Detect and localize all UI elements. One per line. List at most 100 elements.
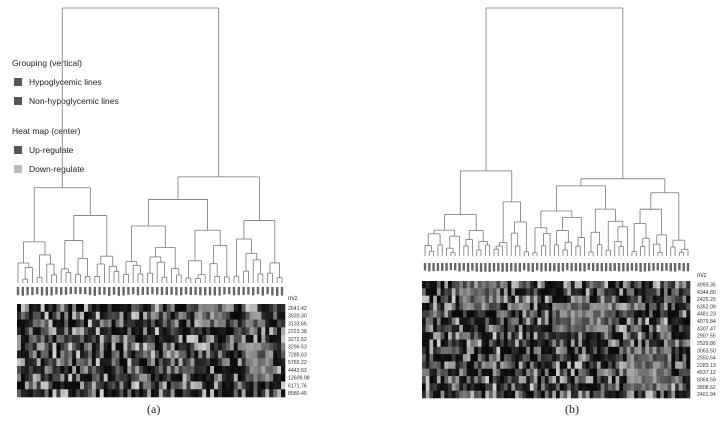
heatmap-cell	[589, 310, 594, 318]
heatmap-cell	[261, 335, 266, 344]
heatmap-cell	[507, 332, 512, 340]
heatmap-cell	[190, 311, 195, 320]
heatmap-cell	[202, 304, 207, 313]
heatmap-cell	[186, 304, 191, 313]
heatmap-cell	[249, 389, 254, 398]
heatmap-cell	[143, 319, 148, 328]
sample-label	[50, 287, 53, 296]
heatmap-cell	[131, 304, 136, 313]
heatmap-cell	[678, 324, 683, 333]
heatmap-cell	[95, 381, 101, 390]
heatmap-cell	[522, 390, 527, 399]
heatmap-cell	[269, 342, 274, 351]
sample-label	[686, 263, 690, 272]
heatmap-cell	[182, 304, 187, 313]
heatmap-cell	[578, 376, 583, 384]
heatmap-cell	[675, 383, 680, 391]
heatmap-cell	[28, 366, 34, 375]
heatmap-cell	[641, 310, 646, 318]
heatmap-cell	[241, 335, 246, 344]
heatmap-cell	[582, 346, 587, 355]
heatmap-cell	[671, 281, 676, 289]
heatmap-cell	[64, 381, 69, 390]
heatmap-cell	[174, 335, 179, 344]
heatmap-cell	[522, 346, 527, 355]
heatmap-cell	[593, 361, 598, 370]
heatmap-cell	[429, 383, 434, 391]
heatmap-cell	[645, 390, 650, 399]
heatmap-cell	[221, 335, 227, 344]
heatmap-cell	[20, 311, 26, 320]
heatmap-cell	[578, 368, 583, 377]
heatmap-cell	[158, 327, 164, 336]
heatmap-cell	[111, 358, 116, 367]
heatmap-cell	[87, 311, 93, 320]
heatmap-cell	[462, 317, 467, 326]
heatmap-cell	[253, 304, 258, 313]
heatmap-cell	[214, 319, 219, 328]
heatmap-cell	[68, 335, 73, 344]
heatmap-cell	[166, 304, 172, 313]
heatmap-cell	[166, 311, 172, 320]
heatmap-cell	[436, 339, 441, 348]
heatmap-cell	[425, 339, 430, 348]
heatmap-cell	[619, 390, 624, 399]
heatmap-cell	[451, 354, 456, 362]
heatmap-cell	[225, 304, 231, 313]
heatmap-cell	[477, 302, 482, 311]
heatmap-cell	[537, 354, 542, 362]
heatmap-cell	[433, 368, 438, 377]
heatmap-cell	[637, 361, 642, 370]
heatmap-cell	[529, 281, 534, 289]
heatmap-cell	[481, 332, 486, 340]
heatmap-cell	[237, 319, 242, 328]
heatmap-cell	[559, 332, 564, 340]
sample-label	[112, 287, 116, 295]
heatmap-cell	[111, 373, 116, 382]
caption-b: (b)	[565, 402, 579, 416]
heatmap-cell	[44, 327, 49, 336]
heatmap-cell	[634, 339, 639, 348]
heatmap-cell	[589, 302, 594, 311]
heatmap-cell	[634, 324, 639, 333]
heatmap-cell	[626, 288, 631, 296]
heatmap-cell	[496, 368, 501, 377]
heatmap-cell	[206, 350, 211, 359]
heatmap-cell	[257, 319, 262, 328]
heatmap-cell	[552, 281, 557, 289]
heatmap-cell	[678, 390, 683, 399]
heatmap-cell	[578, 310, 583, 318]
heatmap-cell	[64, 366, 69, 375]
heatmap-cell	[626, 346, 631, 355]
heatmap-cell	[455, 295, 460, 304]
heatmap-cell	[95, 358, 101, 367]
heatmap-cell	[645, 361, 650, 370]
heatmap-cell	[585, 288, 590, 296]
heatmap-cell	[544, 310, 549, 318]
heatmap-cell	[477, 368, 482, 377]
heatmap-cell	[190, 389, 195, 398]
sample-label	[276, 287, 279, 296]
heatmap-cell	[537, 288, 542, 296]
heatmap-cell	[623, 368, 628, 377]
heatmap-cell	[663, 324, 668, 333]
heatmap-cell	[660, 361, 665, 370]
heatmap-cell	[60, 366, 65, 375]
mz-label: 3272.52	[288, 337, 307, 343]
heatmap-cell	[663, 354, 668, 362]
heatmap-cell	[630, 332, 635, 340]
heatmap-cell	[675, 310, 680, 318]
sample-label	[103, 287, 106, 295]
heatmap-cell	[206, 319, 211, 328]
heatmap-cell	[218, 319, 223, 328]
sample-label	[64, 287, 68, 295]
heatmap-cell	[589, 390, 594, 399]
heatmap-cell	[552, 346, 557, 355]
heatmap-cell	[436, 317, 441, 326]
heatmap-cell	[277, 358, 282, 367]
heatmap-cell	[119, 327, 124, 336]
heatmap-cell	[522, 383, 527, 391]
heatmap-cell	[131, 389, 136, 398]
heatmap-cell	[186, 335, 191, 344]
heatmap-cell	[626, 324, 631, 333]
